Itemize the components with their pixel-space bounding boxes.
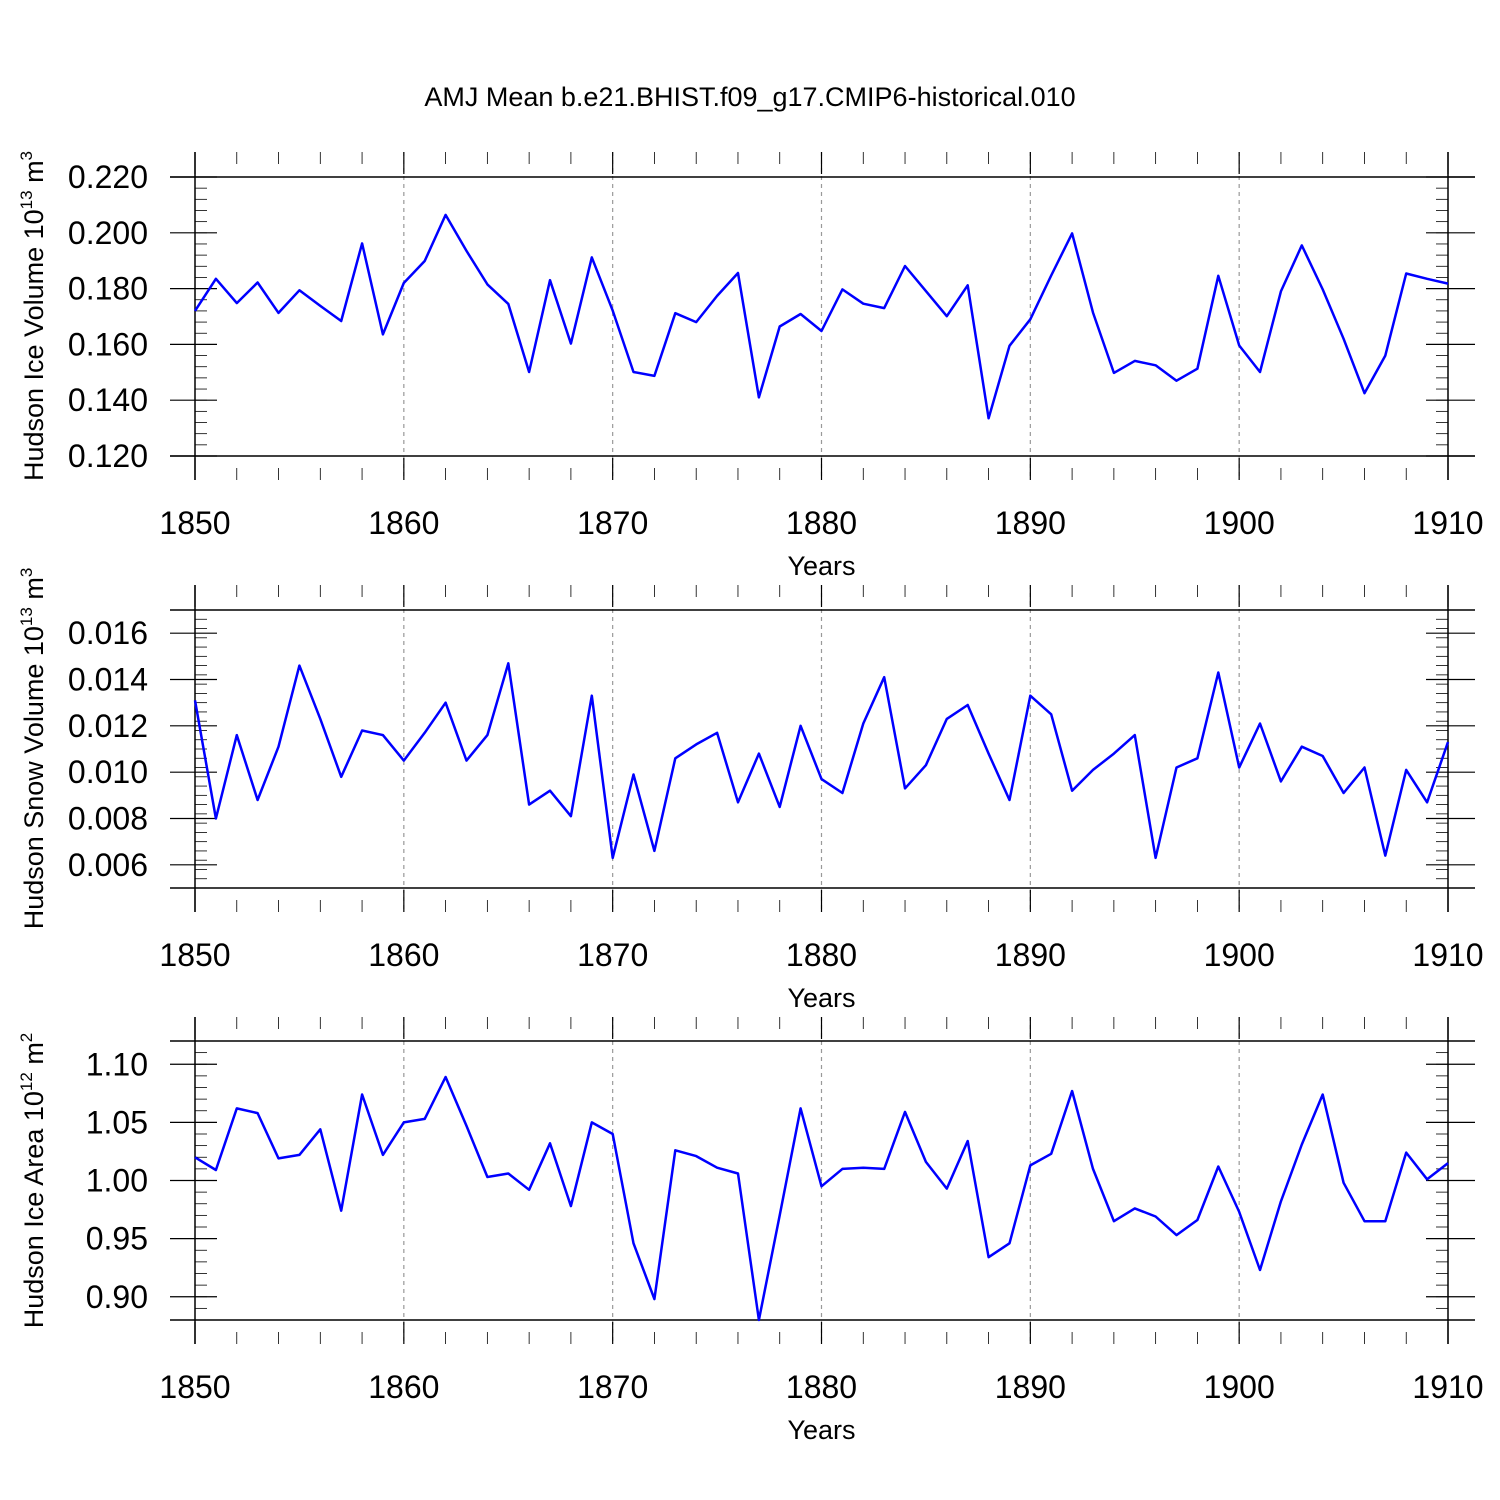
y-axis-label: Hudson Ice Volume 1013 m3 (17, 151, 49, 481)
x-tick-label: 1880 (786, 937, 857, 973)
y-axis-label-unit: m (19, 577, 49, 607)
x-tick-label: 1870 (577, 505, 648, 541)
y-tick-label: 0.120 (68, 438, 148, 474)
y-tick-label: 0.220 (68, 159, 148, 195)
y-axis-label-unit-exponent: 2 (17, 1033, 36, 1042)
x-tick-label: 1860 (368, 1369, 439, 1405)
y-tick-label: 0.012 (68, 708, 148, 744)
x-tick-label: 1880 (786, 1369, 857, 1405)
y-axis-label-text: Hudson Ice Volume 10 (19, 209, 49, 481)
x-tick-label: 1890 (995, 1369, 1066, 1405)
y-axis-label: Hudson Snow Volume 1013 m3 (17, 568, 49, 930)
x-axis-label: Years (787, 1415, 855, 1445)
y-axis-label-exponent: 12 (17, 1072, 36, 1091)
y-tick-label: 1.00 (86, 1163, 148, 1199)
x-tick-label: 1870 (577, 1369, 648, 1405)
x-tick-label: 1890 (995, 505, 1066, 541)
x-axis-label: Years (787, 551, 855, 581)
y-axis-label: Hudson Ice Area 1012 m2 (17, 1033, 49, 1329)
y-tick-label: 0.180 (68, 271, 148, 307)
chart-title: AMJ Mean b.e21.BHIST.f09_g17.CMIP6-histo… (424, 82, 1075, 112)
y-axis-label-unit-exponent: 3 (17, 568, 36, 577)
x-tick-label: 1860 (368, 937, 439, 973)
y-axis-label-unit: m (19, 160, 49, 190)
y-tick-label: 1.10 (86, 1046, 148, 1082)
x-tick-label: 1850 (159, 937, 230, 973)
x-tick-label: 1900 (1204, 937, 1275, 973)
y-axis-label-exponent: 13 (17, 607, 36, 626)
chart-panel-2: 1850 1860 1870 1880 1890 1900 1910 0.006 0.008 0.… (17, 568, 1484, 1013)
y-tick-label: 0.006 (68, 847, 148, 883)
y-axis-label-exponent: 13 (17, 190, 36, 209)
x-tick-label: 1860 (368, 505, 439, 541)
y-tick-label: 0.200 (68, 215, 148, 251)
panels: 1850 1860 1870 1880 1890 1900 1910 0.120 0.140 0.… (17, 151, 1484, 1445)
x-tick-label: 1910 (1412, 505, 1483, 541)
y-tick-label: 0.90 (86, 1279, 148, 1315)
x-tick-label: 1850 (159, 505, 230, 541)
x-tick-label: 1910 (1412, 937, 1483, 973)
y-axis-label-unit-exponent: 3 (17, 151, 36, 160)
x-tick-label: 1900 (1204, 1369, 1275, 1405)
x-tick-label: 1880 (786, 505, 857, 541)
y-tick-label: 0.95 (86, 1221, 148, 1257)
y-axis-label-unit: m (19, 1042, 49, 1072)
x-tick-label: 1870 (577, 937, 648, 973)
x-tick-label: 1900 (1204, 505, 1275, 541)
x-tick-label: 1850 (159, 1369, 230, 1405)
y-tick-label: 0.016 (68, 615, 148, 651)
y-tick-label: 1.05 (86, 1104, 148, 1140)
y-tick-label: 0.008 (68, 801, 148, 837)
chart-panel-1: 1850 1860 1870 1880 1890 1900 1910 0.120 0.140 0.… (17, 151, 1484, 581)
y-tick-label: 0.010 (68, 754, 148, 790)
y-axis-label-text: Hudson Snow Volume 10 (19, 626, 49, 929)
series-line (194, 1075, 1449, 1322)
chart-panel-3: 1850 1860 1870 1880 1890 1900 1910 0.90 0.95 1.00… (17, 1017, 1484, 1445)
series-line (193, 662, 1450, 860)
x-axis-label: Years (787, 983, 855, 1013)
x-tick-label: 1890 (995, 937, 1066, 973)
y-tick-label: 0.160 (68, 326, 148, 362)
x-tick-label: 1910 (1412, 1369, 1483, 1405)
y-tick-label: 0.014 (68, 662, 148, 698)
y-axis-label-text: Hudson Ice Area 10 (19, 1091, 49, 1328)
y-tick-label: 0.140 (68, 382, 148, 418)
